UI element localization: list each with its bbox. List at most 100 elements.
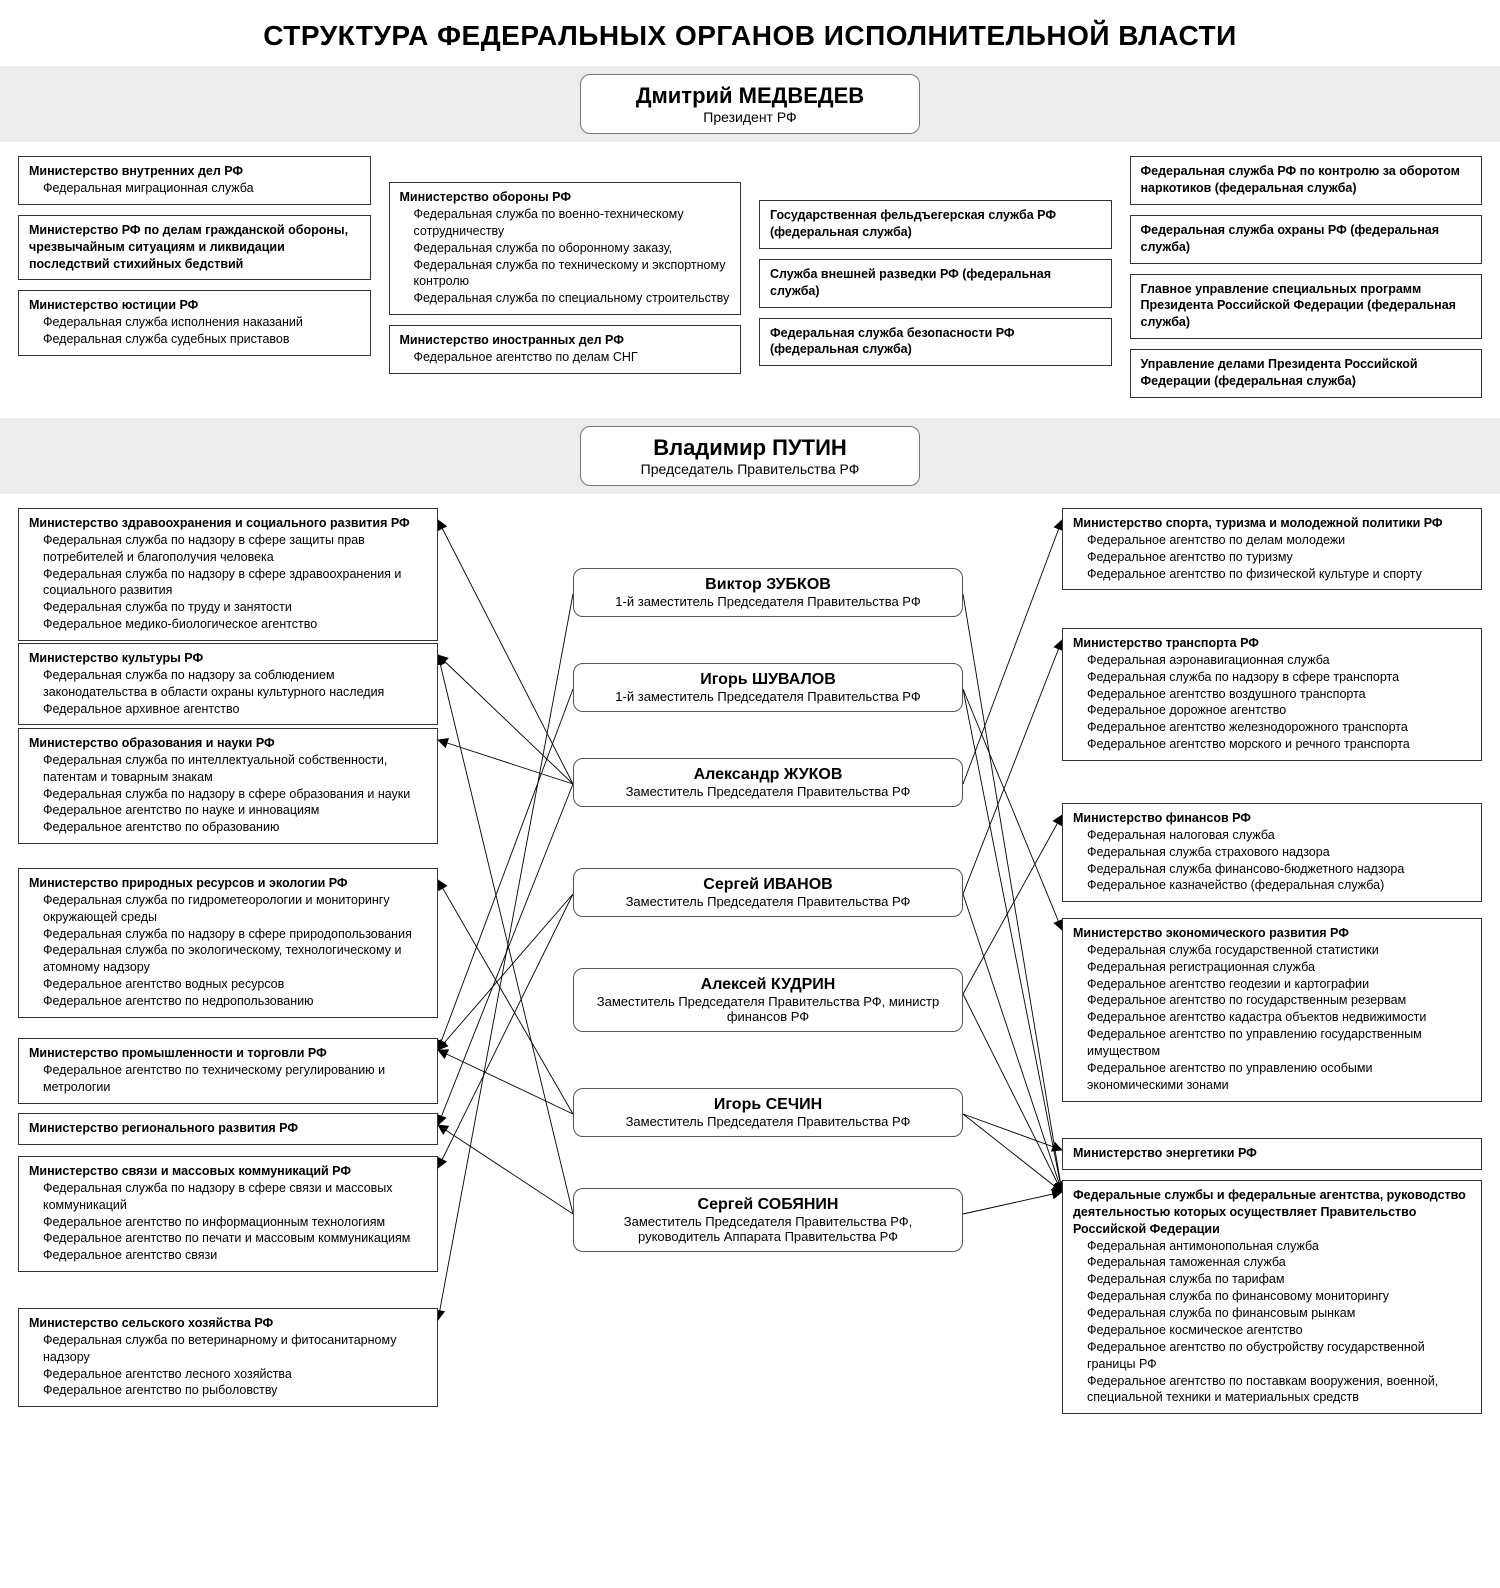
- org-title: Министерство сельского хозяйства РФ: [29, 1315, 427, 1332]
- org-sub: Федеральная служба по надзору в сфере пр…: [29, 926, 427, 943]
- right-ministry-2: Министерство финансов РФФедеральная нало…: [1062, 803, 1482, 902]
- org-sub: Федеральное агентство по недропользовани…: [29, 993, 427, 1010]
- deputy-name: Виктор ЗУБКОВ: [590, 576, 946, 594]
- edge: [963, 894, 1062, 1192]
- left-ministry-5: Министерство регионального развития РФ: [18, 1113, 438, 1145]
- org-sub: Федеральное агентство кадастра объектов …: [1073, 1009, 1471, 1026]
- premier-section: Министерство здравоохранения и социально…: [0, 494, 1500, 1588]
- org-title: Федеральная служба безопасности РФ (феде…: [770, 325, 1101, 359]
- org-sub: Федеральная таможенная служба: [1073, 1254, 1471, 1271]
- deputy-name: Алексей КУДРИН: [590, 976, 946, 994]
- edge: [438, 880, 573, 1114]
- org-sub: Федеральная служба страхового надзора: [1073, 844, 1471, 861]
- org-sub: Федеральная служба по финансовому монито…: [1073, 1288, 1471, 1305]
- president-org-c3-2: Федеральная служба безопасности РФ (феде…: [759, 318, 1112, 367]
- org-sub: Федеральное агентство по рыболовству: [29, 1382, 427, 1399]
- president-box: Дмитрий МЕДВЕДЕВ Президент РФ: [580, 74, 920, 134]
- org-sub: Федеральная налоговая служба: [1073, 827, 1471, 844]
- org-title: Управление делами Президента Российской …: [1141, 356, 1472, 390]
- org-sub: Федеральная служба по экологическому, те…: [29, 942, 427, 976]
- org-title: Министерство здравоохранения и социально…: [29, 515, 427, 532]
- org-sub: Федеральное дорожное агентство: [1073, 702, 1471, 719]
- right-ministry-1: Министерство транспорта РФФедеральная аэ…: [1062, 628, 1482, 761]
- org-title: Главное управление специальных программ …: [1141, 281, 1472, 332]
- president-org-c1-0: Министерство внутренних дел РФФедеральна…: [18, 156, 371, 205]
- edge: [438, 655, 573, 1214]
- org-sub: Федеральная служба исполнения наказаний: [29, 314, 360, 331]
- org-sub: Федеральное агентство по обустройству го…: [1073, 1339, 1471, 1373]
- edge: [963, 689, 1062, 1192]
- premier-band: Владимир ПУТИН Председатель Правительств…: [0, 418, 1500, 494]
- org-sub: Федеральное агентство по науке и инновац…: [29, 802, 427, 819]
- org-title: Министерство природных ресурсов и эколог…: [29, 875, 427, 892]
- president-title: Президент РФ: [621, 109, 879, 125]
- right-ministry-3: Министерство экономического развития РФФ…: [1062, 918, 1482, 1102]
- org-sub: Федеральное агентство геодезии и картогр…: [1073, 976, 1471, 993]
- org-sub: Федеральное архивное агентство: [29, 701, 427, 718]
- president-org-c4-3: Управление делами Президента Российской …: [1130, 349, 1483, 398]
- left-ministry-3: Министерство природных ресурсов и эколог…: [18, 868, 438, 1018]
- edge: [438, 894, 573, 1050]
- org-sub: Федеральная служба финансово-бюджетного …: [1073, 861, 1471, 878]
- edge: [963, 1114, 1062, 1192]
- org-sub: Федеральное агентство по печати и массов…: [29, 1230, 427, 1247]
- org-sub: Федеральное агентство по информационным …: [29, 1214, 427, 1231]
- deputy-title: 1-й заместитель Председателя Правительст…: [590, 594, 946, 609]
- deputy-3: Сергей ИВАНОВЗаместитель Председателя Пр…: [573, 868, 963, 917]
- org-title: Государственная фельдъегерская служба РФ…: [770, 207, 1101, 241]
- edge: [963, 689, 1062, 930]
- page-title: СТРУКТУРА ФЕДЕРАЛЬНЫХ ОРГАНОВ ИСПОЛНИТЕЛ…: [0, 0, 1500, 66]
- org-sub: Федеральное агентство по туризму: [1073, 549, 1471, 566]
- president-org-c4-2: Главное управление специальных программ …: [1130, 274, 1483, 340]
- org-sub: Федеральная служба по труду и занятости: [29, 599, 427, 616]
- org-sub: Федеральное агентство по делам молодежи: [1073, 532, 1471, 549]
- deputy-name: Сергей СОБЯНИН: [590, 1196, 946, 1214]
- deputy-1: Игорь ШУВАЛОВ1-й заместитель Председател…: [573, 663, 963, 712]
- deputy-title: Заместитель Председателя Правительства Р…: [590, 1114, 946, 1129]
- president-org-c1-1: Министерство РФ по делам гражданской обо…: [18, 215, 371, 281]
- org-sub: Федеральная служба по надзору в сфере за…: [29, 532, 427, 566]
- org-sub: Федеральное казначейство (федеральная сл…: [1073, 877, 1471, 894]
- org-sub: Федеральная служба по надзору в сфере зд…: [29, 566, 427, 600]
- org-title: Федеральная служба РФ по контролю за обо…: [1141, 163, 1472, 197]
- org-sub: Федеральное агентство по управлению госу…: [1073, 1026, 1471, 1060]
- edge: [438, 594, 573, 1320]
- deputy-2: Александр ЖУКОВЗаместитель Председателя …: [573, 758, 963, 807]
- org-title: Министерство энергетики РФ: [1073, 1145, 1471, 1162]
- left-ministry-1: Министерство культуры РФФедеральная служ…: [18, 643, 438, 726]
- org-sub: Федеральная служба по тарифам: [1073, 1271, 1471, 1288]
- edge: [438, 894, 573, 1168]
- org-sub: Федеральное агентство по физической куль…: [1073, 566, 1471, 583]
- deputy-5: Игорь СЕЧИНЗаместитель Председателя Прав…: [573, 1088, 963, 1137]
- edge: [438, 689, 573, 1050]
- org-sub: Федеральное медико-биологическое агентст…: [29, 616, 427, 633]
- org-sub: Федеральное агентство по управлению особ…: [1073, 1060, 1471, 1094]
- right-ministry-4: Министерство энергетики РФ: [1062, 1138, 1482, 1170]
- org-title: Министерство обороны РФ: [400, 189, 731, 206]
- org-title: Федеральные службы и федеральные агентст…: [1073, 1187, 1471, 1238]
- premier-title: Председатель Правительства РФ: [621, 461, 879, 477]
- edge: [963, 520, 1062, 784]
- left-ministry-0: Министерство здравоохранения и социально…: [18, 508, 438, 641]
- edge: [963, 594, 1062, 1192]
- org-sub: Федеральная служба судебных приставов: [29, 331, 360, 348]
- org-sub: Федеральное агентство связи: [29, 1247, 427, 1264]
- org-title: Министерство иностранных дел РФ: [400, 332, 731, 349]
- edge: [963, 1192, 1062, 1214]
- org-sub: Федеральная аэронавигационная служба: [1073, 652, 1471, 669]
- org-sub: Федеральная антимонопольная служба: [1073, 1238, 1471, 1255]
- org-sub: Федеральная служба по оборонному заказу,: [400, 240, 731, 257]
- premier-box: Владимир ПУТИН Председатель Правительств…: [580, 426, 920, 486]
- edge: [963, 815, 1062, 994]
- org-sub: Федеральное агентство по поставкам воору…: [1073, 1373, 1471, 1407]
- org-title: Федеральная служба охраны РФ (федеральна…: [1141, 222, 1472, 256]
- left-ministry-4: Министерство промышленности и торговли Р…: [18, 1038, 438, 1104]
- org-sub: Федеральное агентство по образованию: [29, 819, 427, 836]
- org-sub: Федеральное агентство водных ресурсов: [29, 976, 427, 993]
- org-title: Министерство спорта, туризма и молодежно…: [1073, 515, 1471, 532]
- org-title: Министерство транспорта РФ: [1073, 635, 1471, 652]
- org-title: Министерство промышленности и торговли Р…: [29, 1045, 427, 1062]
- president-org-c3-1: Служба внешней разведки РФ (федеральная …: [759, 259, 1112, 308]
- org-title: Министерство образования и науки РФ: [29, 735, 427, 752]
- left-ministry-6: Министерство связи и массовых коммуникац…: [18, 1156, 438, 1272]
